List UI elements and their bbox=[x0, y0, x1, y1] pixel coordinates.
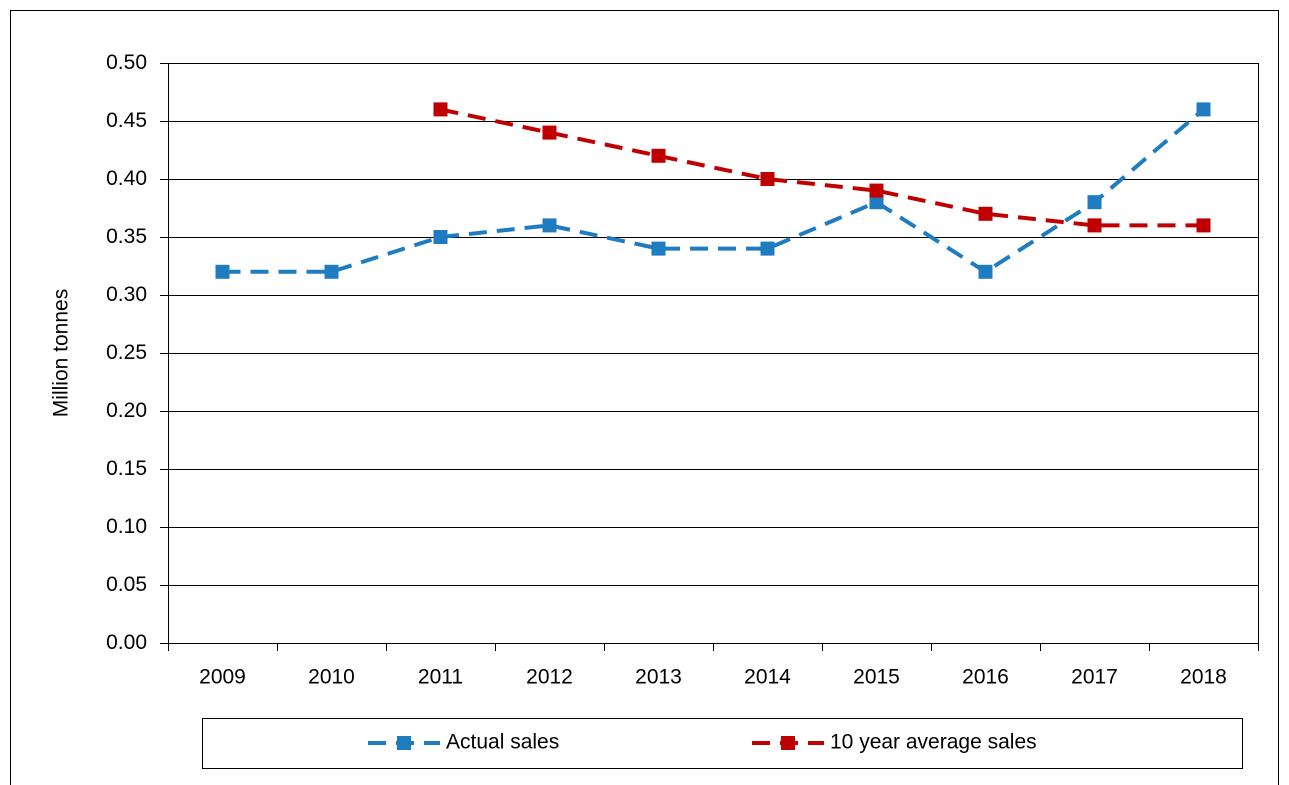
legend-swatch-marker bbox=[397, 736, 411, 750]
marker bbox=[978, 206, 993, 221]
y-tick-label: 0.05 bbox=[106, 573, 147, 596]
y-tick-label: 0.45 bbox=[106, 109, 147, 132]
y-tick-label: 0.35 bbox=[106, 225, 147, 248]
marker bbox=[542, 125, 557, 140]
y-tick-label: 0.00 bbox=[106, 631, 147, 654]
chart-frame bbox=[10, 10, 1279, 785]
x-tick-label: 2016 bbox=[962, 666, 1009, 689]
x-tick-label: 2017 bbox=[1071, 666, 1118, 689]
y-tick-label: 0.25 bbox=[106, 341, 147, 364]
x-tick-label: 2015 bbox=[853, 666, 900, 689]
legend-label: 10 year average sales bbox=[830, 731, 1037, 754]
y-tick-label: 0.10 bbox=[106, 515, 147, 538]
marker bbox=[1087, 218, 1102, 233]
x-tick-label: 2010 bbox=[308, 666, 355, 689]
y-tick-label: 0.40 bbox=[106, 167, 147, 190]
marker bbox=[433, 230, 448, 244]
x-tick-label: 2014 bbox=[744, 666, 791, 689]
x-tick-label: 2011 bbox=[418, 666, 463, 689]
legend-label: Actual sales bbox=[446, 731, 559, 754]
marker bbox=[760, 172, 775, 186]
legend-box bbox=[202, 718, 1243, 769]
y-tick-label: 0.30 bbox=[106, 283, 147, 306]
x-tick-label: 2013 bbox=[635, 666, 682, 689]
marker bbox=[324, 264, 339, 279]
marker bbox=[978, 264, 993, 279]
legend-swatch-marker bbox=[781, 736, 795, 750]
series-line bbox=[222, 107, 1205, 275]
marker bbox=[542, 218, 557, 233]
marker bbox=[1196, 102, 1211, 117]
x-tick-label: 2012 bbox=[526, 666, 573, 689]
y-tick-label: 0.50 bbox=[106, 51, 147, 74]
y-tick-label: 0.15 bbox=[106, 457, 147, 480]
marker bbox=[433, 102, 448, 117]
marker bbox=[1196, 218, 1211, 233]
series-line bbox=[440, 107, 1204, 228]
marker bbox=[215, 264, 230, 279]
marker bbox=[869, 195, 884, 210]
marker bbox=[651, 148, 666, 163]
x-tick-label: 2009 bbox=[199, 666, 246, 689]
x-tick-label: 2018 bbox=[1180, 666, 1227, 689]
marker bbox=[1087, 195, 1102, 210]
marker bbox=[651, 241, 666, 256]
marker bbox=[760, 241, 775, 256]
y-axis-label: Million tonnes bbox=[50, 289, 73, 417]
marker bbox=[869, 183, 884, 198]
y-tick-label: 0.20 bbox=[106, 399, 147, 422]
